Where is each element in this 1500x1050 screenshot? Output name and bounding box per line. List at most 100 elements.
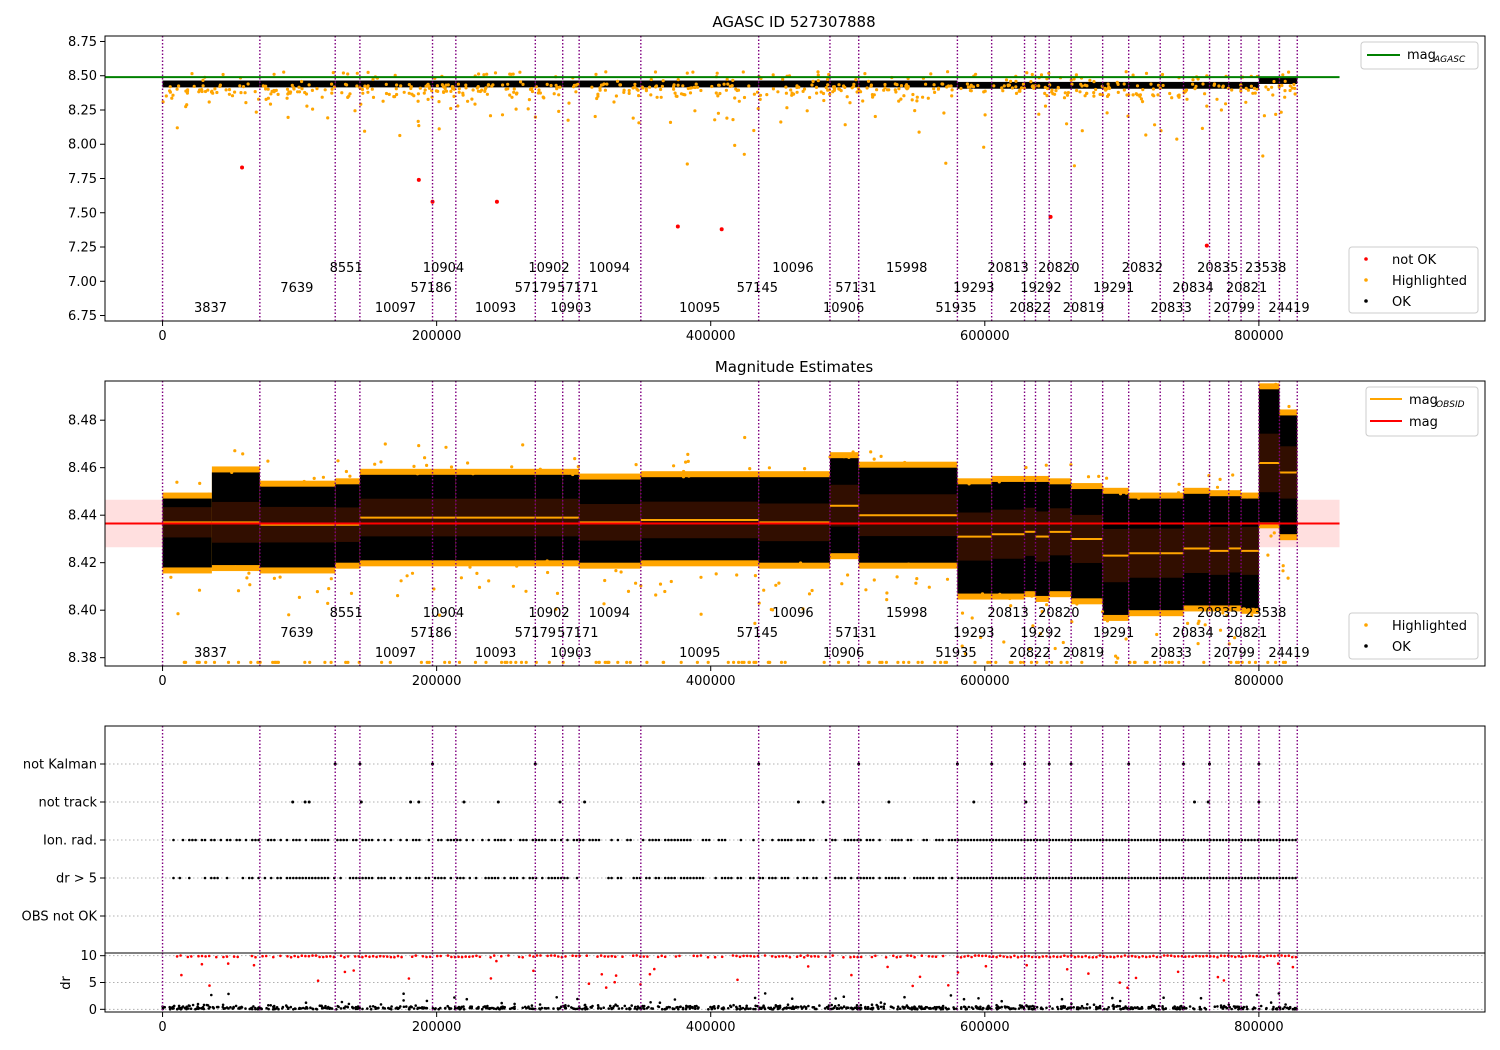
- obsid-label: 57171: [557, 281, 598, 296]
- legend-agasc-sub: AGASC: [1433, 55, 1466, 65]
- ok-points-band: [957, 81, 992, 89]
- obsid-label: 10096: [772, 606, 813, 621]
- obsid-label: 10094: [589, 261, 630, 276]
- obsid-label: 10097: [375, 646, 416, 661]
- panel-flags: not Kalman not track Ion. rad. dr > 5 OBS no…: [22, 725, 1486, 954]
- x-tick-label: 200000: [412, 1020, 462, 1035]
- ok-points-band: [1228, 81, 1242, 89]
- y-tick-label: 7.25: [68, 241, 97, 256]
- ok-points-band: [640, 80, 759, 88]
- flag-row-label: not track: [38, 796, 97, 811]
- panel-dr-data: [105, 953, 1485, 1012]
- ok-points-band: [1279, 77, 1298, 84]
- x-tick-label: 0: [158, 329, 166, 344]
- y-tick-label: 8.48: [68, 414, 97, 429]
- obsid-label: 19293: [953, 281, 994, 296]
- ok-points-band: [259, 80, 336, 88]
- obsid-label: 19292: [1020, 281, 1061, 296]
- panel-mag-obsid-labels: 3837 7639 8551 10097 57186 10904 10093 57179 109…: [194, 606, 1310, 661]
- panel-title-mag: Magnitude Estimates: [715, 358, 873, 376]
- obsid-label: 20819: [1063, 301, 1104, 316]
- obsid-label: 20820: [1038, 261, 1079, 276]
- obsid-label: 10095: [679, 301, 720, 316]
- obsid-label: 15998: [886, 261, 927, 276]
- legend-highlighted-marker: [1364, 278, 1368, 282]
- obsid-label: 10904: [423, 606, 464, 621]
- ok-points-band: [455, 80, 536, 88]
- ok-points-band: [579, 80, 641, 88]
- y-tick-label: 8.42: [68, 556, 97, 571]
- legend-ok-label: OK: [1392, 295, 1411, 310]
- obsid-label: 57179: [515, 281, 556, 296]
- panel-flags-data: [105, 726, 1485, 953]
- obsid-label: 20820: [1038, 606, 1079, 621]
- obsid-label: 7639: [280, 626, 313, 641]
- y-tick-label: 5: [89, 976, 97, 991]
- x-tick-label: 400000: [686, 1020, 736, 1035]
- not-ok-point: [494, 199, 499, 204]
- obsid-label: 20821: [1226, 281, 1267, 296]
- ok-points-band: [1241, 81, 1259, 89]
- obsid-label: 20799: [1214, 646, 1255, 661]
- obsid-label: 19291: [1093, 281, 1134, 296]
- not-ok-point: [240, 165, 245, 170]
- legend-mag-highlighted-marker: [1364, 623, 1368, 627]
- ok-points-band: [829, 80, 859, 88]
- y-tick-label: 7.50: [68, 206, 97, 221]
- obsid-label: 51935: [935, 301, 976, 316]
- flag-row-label: not Kalman: [23, 758, 97, 773]
- ok-points-band: [432, 80, 456, 88]
- y-tick-label: 8.75: [68, 35, 97, 50]
- panel-mag-data: [105, 381, 1340, 666]
- obsid-label: 57186: [410, 626, 451, 641]
- y-tick-label: 7.75: [68, 172, 97, 187]
- obsid-label: 57171: [557, 626, 598, 641]
- y-tick-label: 8.25: [68, 103, 97, 118]
- legend-not-ok-label: not OK: [1392, 253, 1437, 268]
- x-tick-label: 600000: [960, 329, 1010, 344]
- legend-mag-obsid-label: mag: [1409, 393, 1438, 408]
- obsid-label: 10095: [679, 646, 720, 661]
- x-tick-label: 400000: [686, 329, 736, 344]
- not-ok-point: [719, 227, 724, 232]
- obsid-label: 3837: [194, 646, 227, 661]
- not-ok-point: [675, 224, 680, 229]
- obsid-label: 57131: [835, 281, 876, 296]
- legend-not-ok-marker: [1364, 257, 1368, 261]
- panel-agasc-obsid-labels: 3837 7639 8551 10097 57186 10904 10093 57179 109…: [194, 261, 1310, 316]
- x-tick-label: 600000: [960, 674, 1010, 689]
- legend-ok-marker: [1364, 299, 1368, 303]
- x-tick-label: 200000: [412, 674, 462, 689]
- ok-points-band: [1160, 81, 1184, 89]
- legend-mag-status: Highlighted OK: [1348, 612, 1479, 660]
- y-tick-label: 7.00: [68, 275, 97, 290]
- y-tick-label: 0: [89, 1003, 97, 1018]
- legend-status-box: [1348, 246, 1479, 314]
- panel-mag-estimates: Magnitude Estimates 3837 7639 8551 10097 571…: [68, 358, 1486, 689]
- obsid-label: 24419: [1268, 301, 1309, 316]
- flag-row-label: OBS not OK: [22, 910, 98, 925]
- legend-mag: mag OBSID mag: [1365, 386, 1479, 437]
- obsid-label: 20832: [1122, 261, 1163, 276]
- obsid-label: 10904: [423, 261, 464, 276]
- obsid-label: 20834: [1172, 281, 1213, 296]
- obsid-label: 51935: [935, 646, 976, 661]
- panel-flags-axes: not Kalman not track Ion. rad. dr > 5 OBS no…: [22, 758, 105, 925]
- obsid-label: 15998: [886, 606, 927, 621]
- obsid-label: 20821: [1226, 626, 1267, 641]
- not-ok-point: [416, 177, 421, 182]
- obsid-label: 20819: [1063, 646, 1104, 661]
- legend-agasc: mag AGASC: [1360, 41, 1479, 70]
- obsid-label: 20834: [1172, 626, 1213, 641]
- legend-mag-highlighted-label: Highlighted: [1392, 619, 1467, 634]
- obsid-label: 57179: [515, 626, 556, 641]
- obsid-label: 20799: [1214, 301, 1255, 316]
- legend-mag-ok-marker: [1364, 644, 1368, 648]
- ok-points-band: [162, 80, 260, 88]
- dr-axis-label: dr: [59, 976, 74, 990]
- ok-points-band: [1102, 81, 1129, 89]
- not-ok-point: [1204, 243, 1209, 248]
- legend-mag-status-box: [1348, 612, 1479, 660]
- obsid-label: 10906: [823, 301, 864, 316]
- obsid-label: 23538: [1245, 606, 1286, 621]
